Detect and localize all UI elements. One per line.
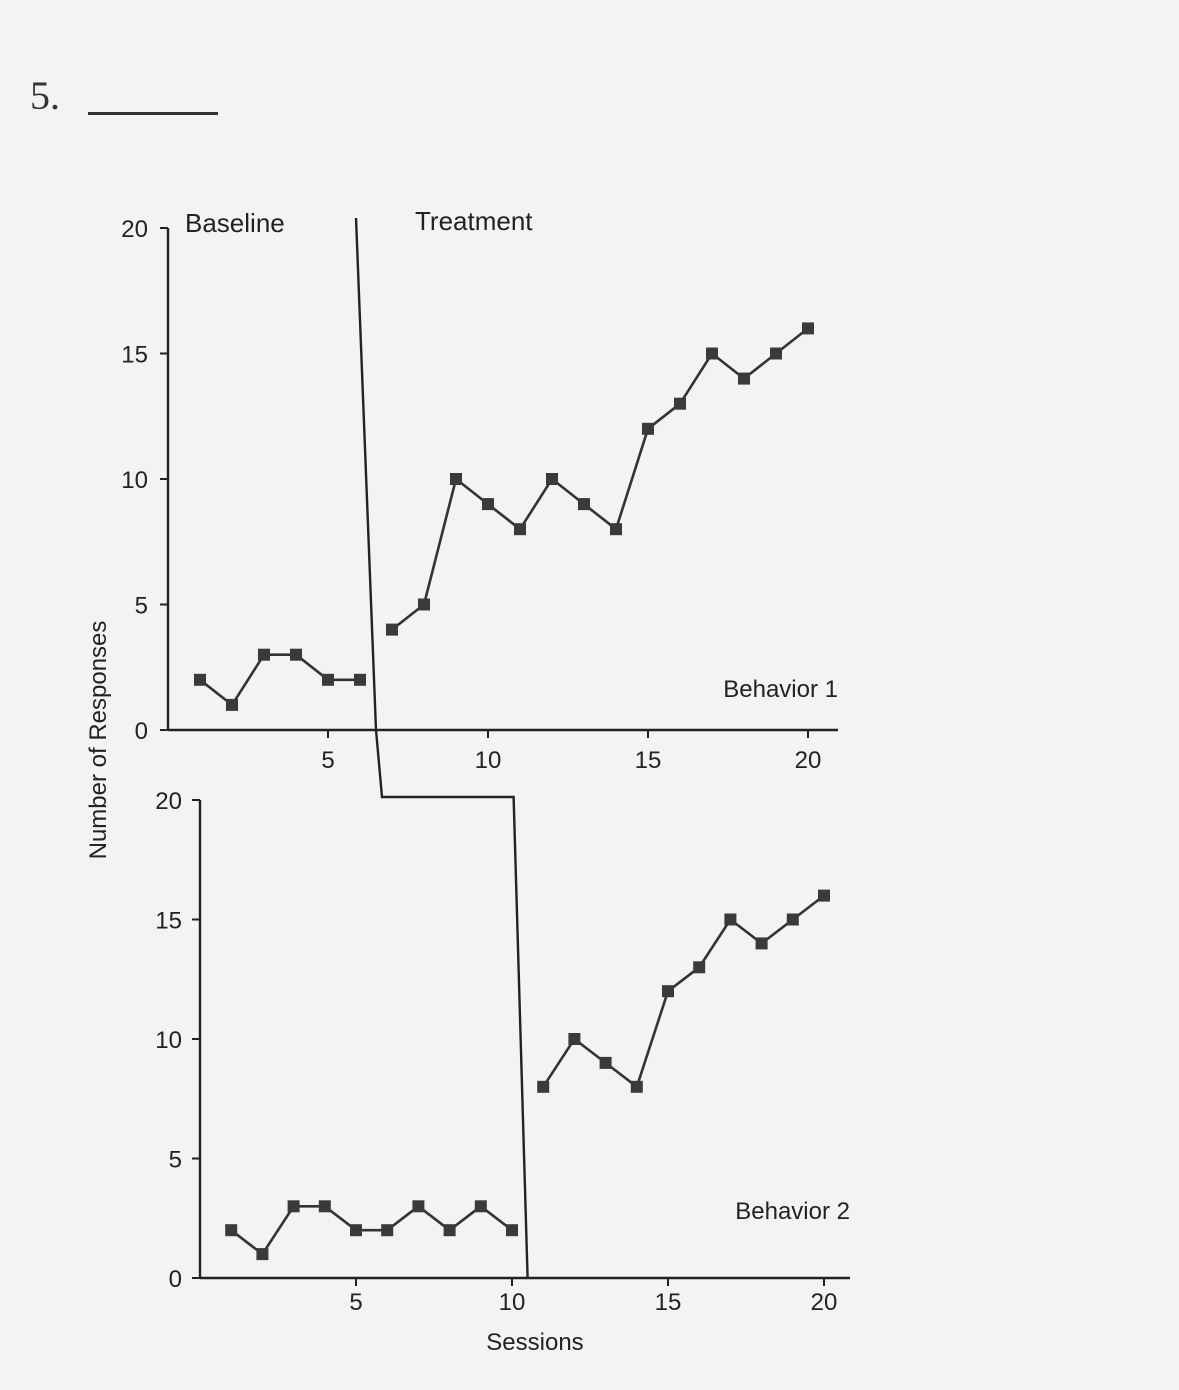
y-tick-label: 0 <box>169 1266 182 1293</box>
x-axis-label: Sessions <box>486 1329 583 1356</box>
treatment-data-point <box>568 1033 581 1045</box>
x-tick-label: 10 <box>499 1289 526 1316</box>
treatment-data-point <box>386 623 398 636</box>
treatment-data-point <box>755 937 768 950</box>
x-tick-label: 20 <box>811 1289 838 1316</box>
treatment-data-point <box>802 322 814 335</box>
treatment-data-point <box>642 422 654 435</box>
panel-behavior-1: 0 5 10 15 20 5 10 15 20 Behavior 1 <box>121 216 838 774</box>
treatment-data-point <box>706 347 718 360</box>
baseline-data-point <box>350 1224 362 1237</box>
baseline-data-point <box>287 1200 300 1213</box>
treatment-data-point <box>610 523 622 536</box>
baseline-data-point <box>506 1224 518 1237</box>
x-tick-label: 5 <box>321 747 334 774</box>
phase-label-baseline: Baseline <box>185 208 285 238</box>
x-tick-label: 15 <box>655 1289 682 1316</box>
y-tick-label: 5 <box>135 593 148 620</box>
baseline-data-point <box>194 673 206 686</box>
y-tick-label: 15 <box>121 342 148 369</box>
baseline-series-line <box>199 653 360 707</box>
treatment-data-point <box>770 347 782 360</box>
treatment-data-point <box>674 397 686 410</box>
phase-change-line <box>354 217 529 1279</box>
panel-label: Behavior 1 <box>723 676 838 703</box>
baseline-data-point <box>381 1224 394 1237</box>
answer-blank[interactable] <box>88 112 218 115</box>
baseline-data-point <box>226 698 238 711</box>
baseline-data-point <box>474 1200 487 1213</box>
baseline-data-point <box>225 1224 238 1237</box>
treatment-data-point <box>482 498 494 511</box>
x-tick-label: 10 <box>475 747 502 774</box>
y-tick-label: 10 <box>155 1027 182 1054</box>
treatment-series-line <box>542 894 825 1089</box>
baseline-series-line <box>230 1204 513 1256</box>
x-tick-label: 20 <box>795 747 822 774</box>
treatment-data-point <box>693 961 706 974</box>
x-tick-label: 15 <box>635 747 662 774</box>
treatment-data-point <box>724 913 737 926</box>
treatment-data-point <box>418 598 430 611</box>
baseline-data-point <box>354 673 366 686</box>
treatment-data-point <box>514 523 526 536</box>
baseline-data-point <box>256 1248 269 1261</box>
baseline-data-point <box>322 673 334 686</box>
question-number: 5. <box>30 73 60 118</box>
x-tick-label: 5 <box>349 1289 362 1316</box>
baseline-data-point <box>443 1224 456 1237</box>
treatment-data-point <box>578 498 590 511</box>
treatment-data-point <box>630 1080 643 1093</box>
treatment-data-point <box>786 913 799 926</box>
y-tick-label: 0 <box>135 718 148 745</box>
baseline-data-point <box>412 1200 425 1213</box>
baseline-data-point <box>290 648 302 661</box>
treatment-data-point <box>738 372 750 385</box>
treatment-data-point <box>450 473 462 485</box>
y-tick-label: 5 <box>169 1147 182 1174</box>
treatment-data-point <box>537 1080 550 1093</box>
treatment-data-point <box>662 985 674 998</box>
treatment-data-point <box>546 473 558 485</box>
y-tick-label: 20 <box>155 788 182 815</box>
y-axis-label: Number of Responses <box>85 621 112 860</box>
y-tick-label: 15 <box>155 908 182 935</box>
treatment-data-point <box>599 1056 612 1069</box>
y-tick-label: 10 <box>121 467 148 494</box>
panel-behavior-2: 0 5 10 15 20 5 10 15 20 Behavior 2 <box>155 788 850 1316</box>
phase-change-path <box>354 217 529 1279</box>
y-tick-label: 20 <box>121 216 148 243</box>
baseline-data-point <box>258 648 270 661</box>
panel-label: Behavior 2 <box>735 1198 850 1225</box>
baseline-data-point <box>318 1200 331 1213</box>
treatment-data-point <box>818 889 830 902</box>
phase-label-treatment: Treatment <box>415 206 533 236</box>
